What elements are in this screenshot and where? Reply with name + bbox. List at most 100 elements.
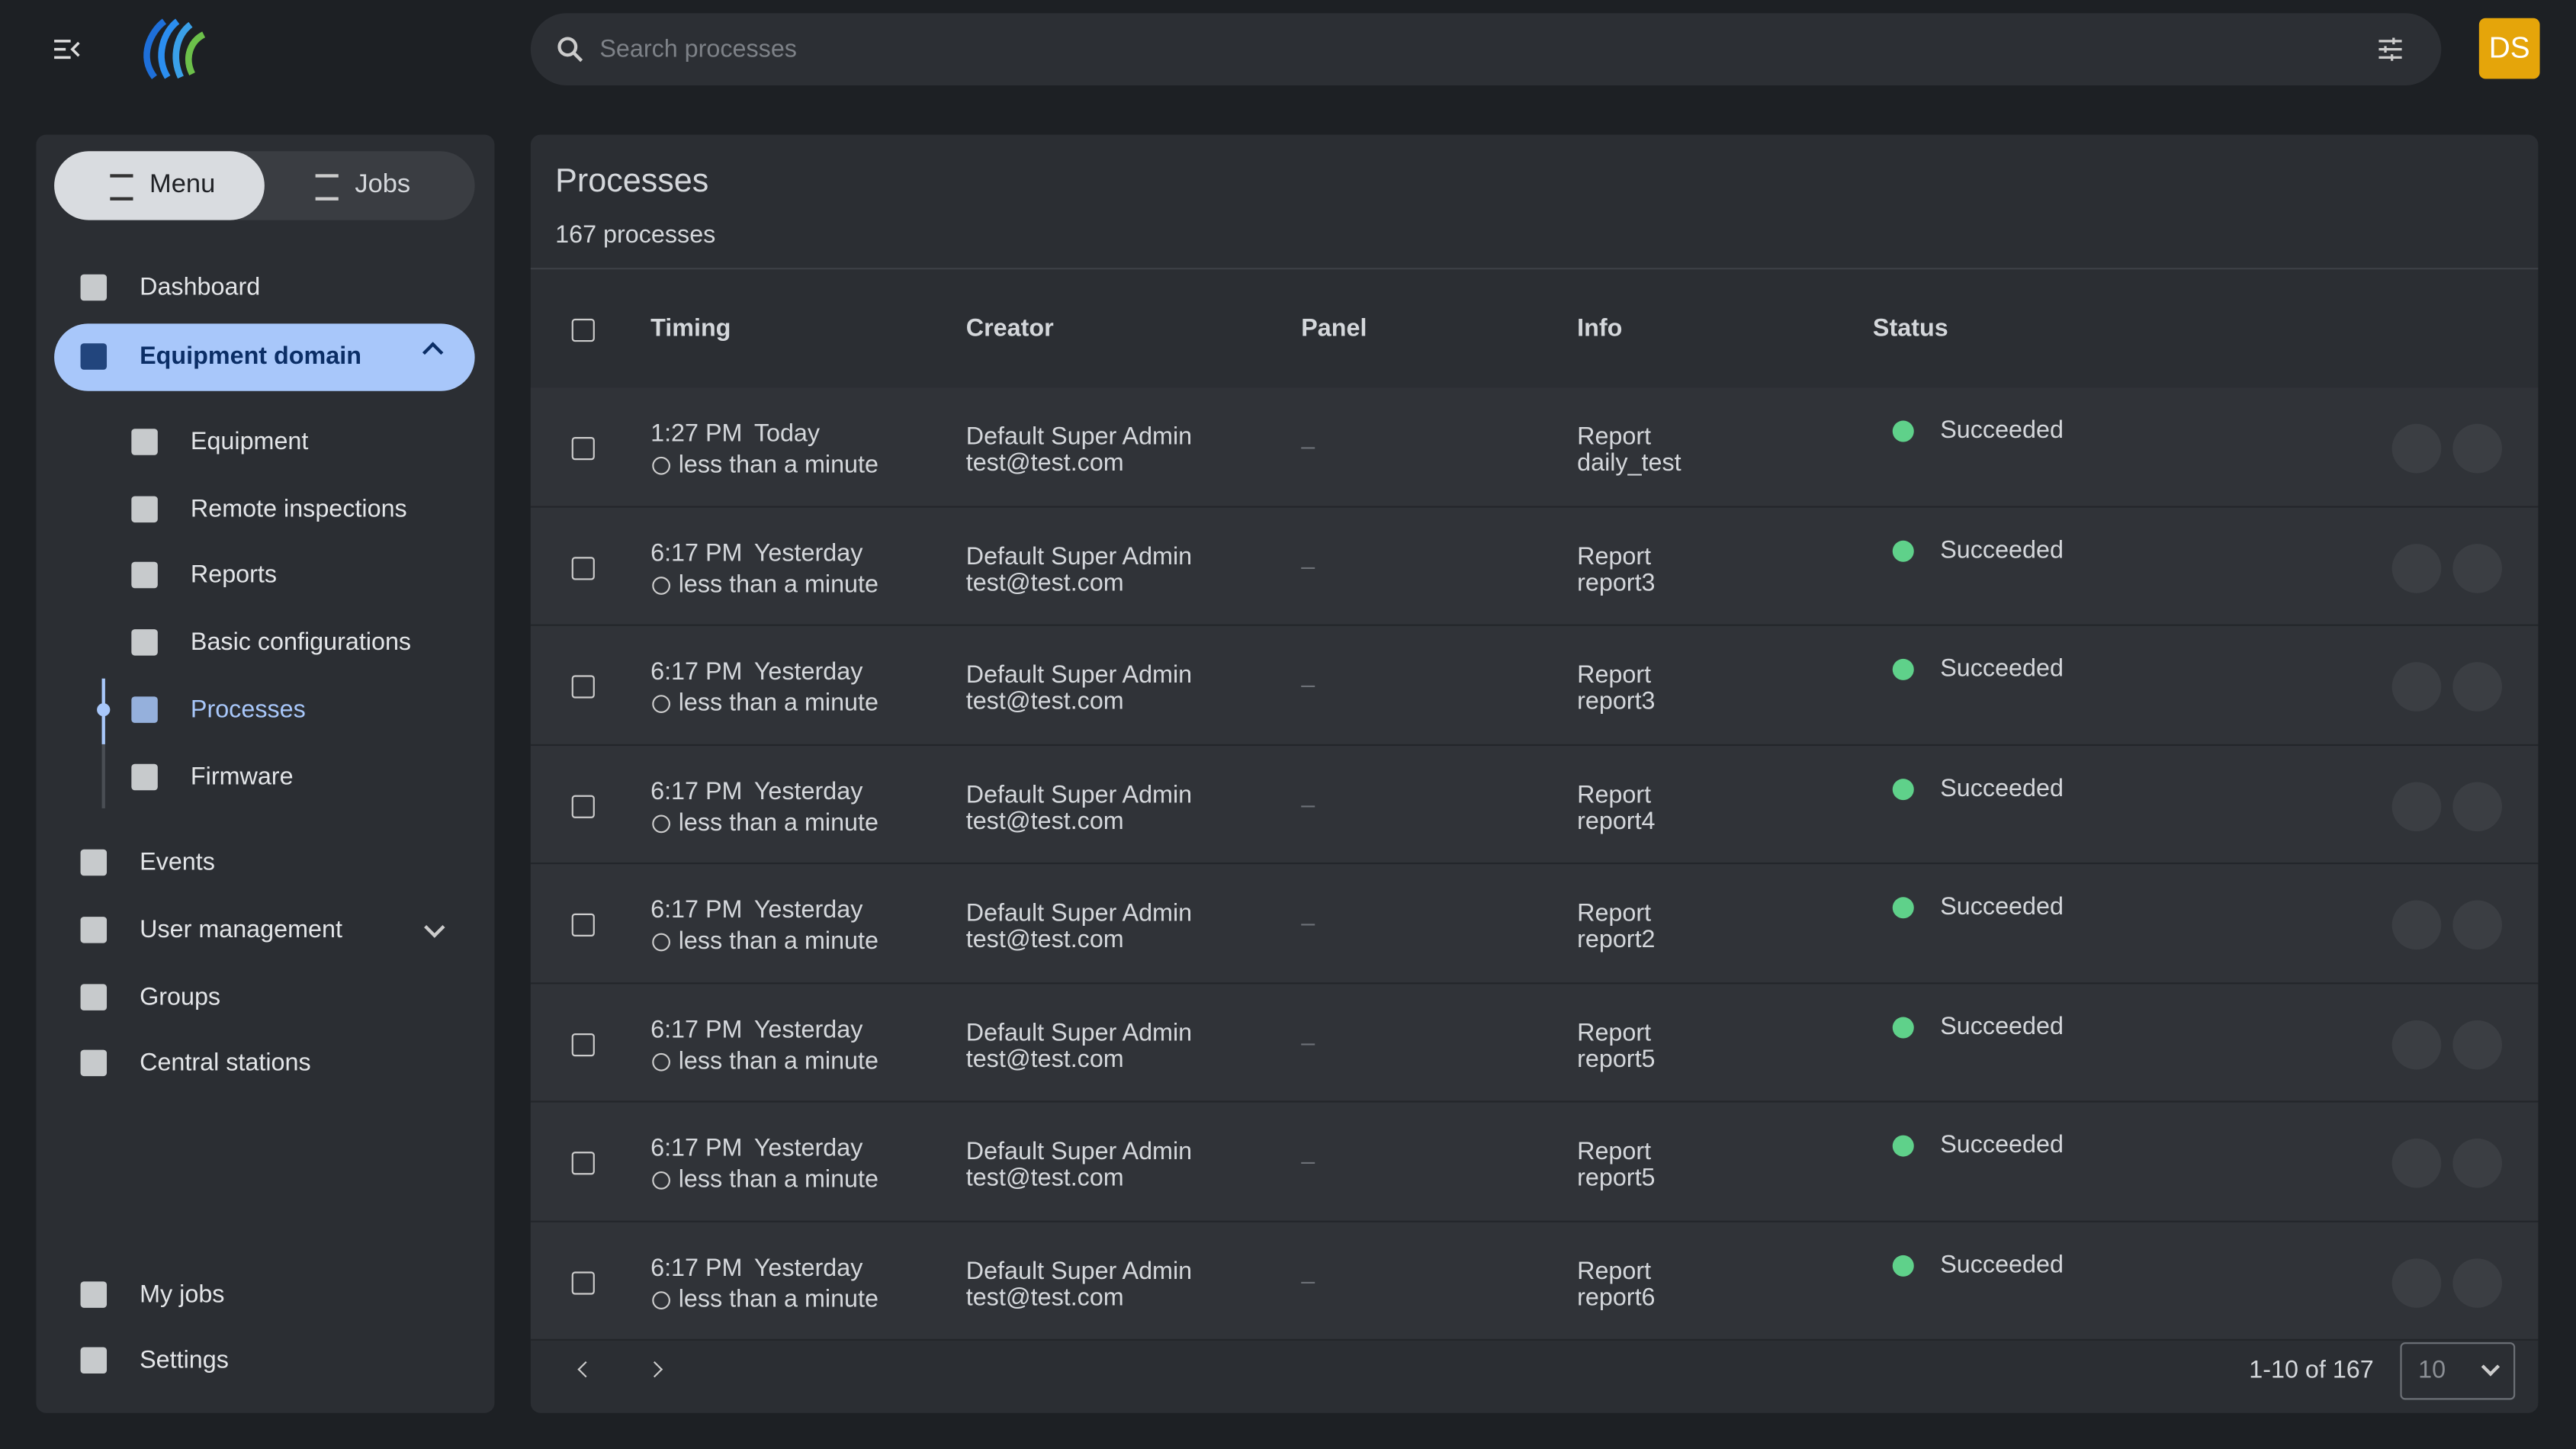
filter-icon[interactable] — [2377, 36, 2403, 62]
status: Succeeded — [1940, 535, 2064, 564]
nav-item[interactable]: Events — [140, 848, 215, 877]
duration: less than a minute — [678, 808, 879, 837]
page-size-select[interactable]: 10 — [2400, 1342, 2516, 1400]
panel: – — [1301, 1028, 1315, 1057]
tab-active-bg — [54, 151, 265, 220]
status: Succeeded — [1940, 416, 2064, 445]
nav-item[interactable]: Dashboard — [140, 273, 261, 302]
row-action[interactable] — [2391, 1019, 2442, 1069]
tab-label[interactable]: Jobs — [355, 171, 411, 199]
row-action[interactable] — [2452, 781, 2502, 831]
time: 6:17 PM — [650, 1015, 743, 1043]
duration: less than a minute — [678, 689, 879, 718]
row-action[interactable] — [2391, 542, 2442, 593]
row-action[interactable] — [2452, 1258, 2502, 1307]
nav-item[interactable]: Central stations — [140, 1049, 311, 1078]
row-checkbox[interactable] — [571, 675, 595, 699]
row-action[interactable] — [2391, 662, 2442, 712]
row-action[interactable] — [2452, 423, 2502, 474]
panel: – — [1301, 790, 1315, 818]
creator: Default Super Admin — [965, 1257, 1193, 1285]
process-panel: Processes 167 processes Timing Creator Pan… — [530, 134, 2539, 1413]
menu-toggle[interactable] — [53, 36, 82, 62]
row-action[interactable] — [2452, 1019, 2502, 1069]
nav-item[interactable]: Firmware — [190, 763, 294, 792]
row-action[interactable] — [2452, 662, 2502, 712]
day: Yesterday — [753, 1253, 863, 1282]
row-action[interactable] — [2391, 423, 2442, 474]
nav-item[interactable]: Remote inspections — [190, 495, 407, 524]
row-checkbox[interactable] — [571, 437, 595, 461]
table-row — [530, 387, 2539, 507]
nav-item[interactable]: My jobs — [140, 1280, 225, 1309]
nav-item[interactable]: Equipment domain — [140, 342, 361, 371]
table-row — [530, 506, 2539, 626]
row-checkbox[interactable] — [571, 556, 595, 580]
creator: Default Super Admin — [965, 422, 1193, 451]
row-checkbox[interactable] — [571, 913, 595, 937]
search-placeholder: Search processes — [599, 35, 797, 63]
status-icon — [1892, 539, 1914, 561]
nav-item[interactable]: Reports — [190, 561, 278, 590]
row-checkbox[interactable] — [571, 1271, 595, 1294]
panel: – — [1301, 671, 1315, 699]
status: Succeeded — [1940, 1131, 2064, 1159]
table-row — [530, 983, 2539, 1103]
page-size: 10 — [2418, 1356, 2446, 1384]
nav-icon — [131, 496, 158, 523]
info-type: Report — [1577, 661, 1652, 689]
nav-item[interactable]: Groups — [140, 983, 221, 1011]
info-type: Report — [1577, 1257, 1652, 1285]
column-header: Status — [1872, 314, 1948, 343]
row-checkbox[interactable] — [571, 1032, 595, 1056]
status-icon — [1892, 897, 1914, 919]
select-all[interactable] — [571, 318, 595, 342]
row-action[interactable] — [2452, 1138, 2502, 1188]
nav-item[interactable]: Processes — [190, 696, 306, 724]
status-icon — [1892, 658, 1914, 680]
row-action[interactable] — [2452, 542, 2502, 593]
row-checkbox[interactable] — [571, 794, 595, 818]
prev-page[interactable] — [577, 1361, 594, 1378]
time: 6:17 PM — [650, 1134, 743, 1163]
day: Yesterday — [753, 1015, 863, 1043]
tree-dot — [97, 703, 111, 717]
nav-item[interactable]: Equipment — [190, 428, 309, 456]
search-box[interactable]: Search processes — [530, 13, 2442, 86]
nav-icon — [80, 1347, 108, 1373]
active-item-bg — [54, 323, 475, 391]
divider — [530, 268, 2539, 270]
creator: Default Super Admin — [965, 1018, 1193, 1047]
row-checkbox[interactable] — [571, 1152, 595, 1175]
row-action[interactable] — [2391, 1258, 2442, 1307]
nav-icon — [80, 917, 108, 943]
time: 6:17 PM — [650, 896, 743, 924]
nav-icon — [80, 343, 108, 370]
email: test@test.com — [965, 687, 1124, 716]
search-icon — [557, 37, 583, 63]
creator: Default Super Admin — [965, 541, 1193, 570]
avatar[interactable]: DS — [2478, 18, 2540, 79]
next-page[interactable] — [646, 1361, 663, 1378]
tab-label[interactable]: Menu — [149, 171, 216, 199]
clock-icon — [652, 695, 670, 713]
day: Yesterday — [753, 538, 863, 567]
table-row — [530, 864, 2539, 984]
creator: Default Super Admin — [965, 1137, 1193, 1166]
nav-icon — [80, 274, 108, 301]
expand-chevron[interactable] — [424, 917, 445, 938]
row-action[interactable] — [2391, 900, 2442, 950]
nav-item[interactable]: Basic configurations — [190, 628, 412, 657]
status-icon — [1892, 778, 1914, 800]
status-icon — [1892, 1135, 1914, 1157]
nav-icon — [131, 763, 158, 791]
row-action[interactable] — [2452, 900, 2502, 950]
row-action[interactable] — [2391, 1138, 2442, 1188]
row-action[interactable] — [2391, 781, 2442, 831]
info-name: report3 — [1577, 687, 1656, 716]
status: Succeeded — [1940, 773, 2064, 802]
nav-item[interactable]: User management — [140, 916, 342, 944]
email: test@test.com — [965, 1045, 1124, 1073]
clock-icon — [652, 1052, 670, 1071]
nav-item[interactable]: Settings — [140, 1346, 229, 1375]
